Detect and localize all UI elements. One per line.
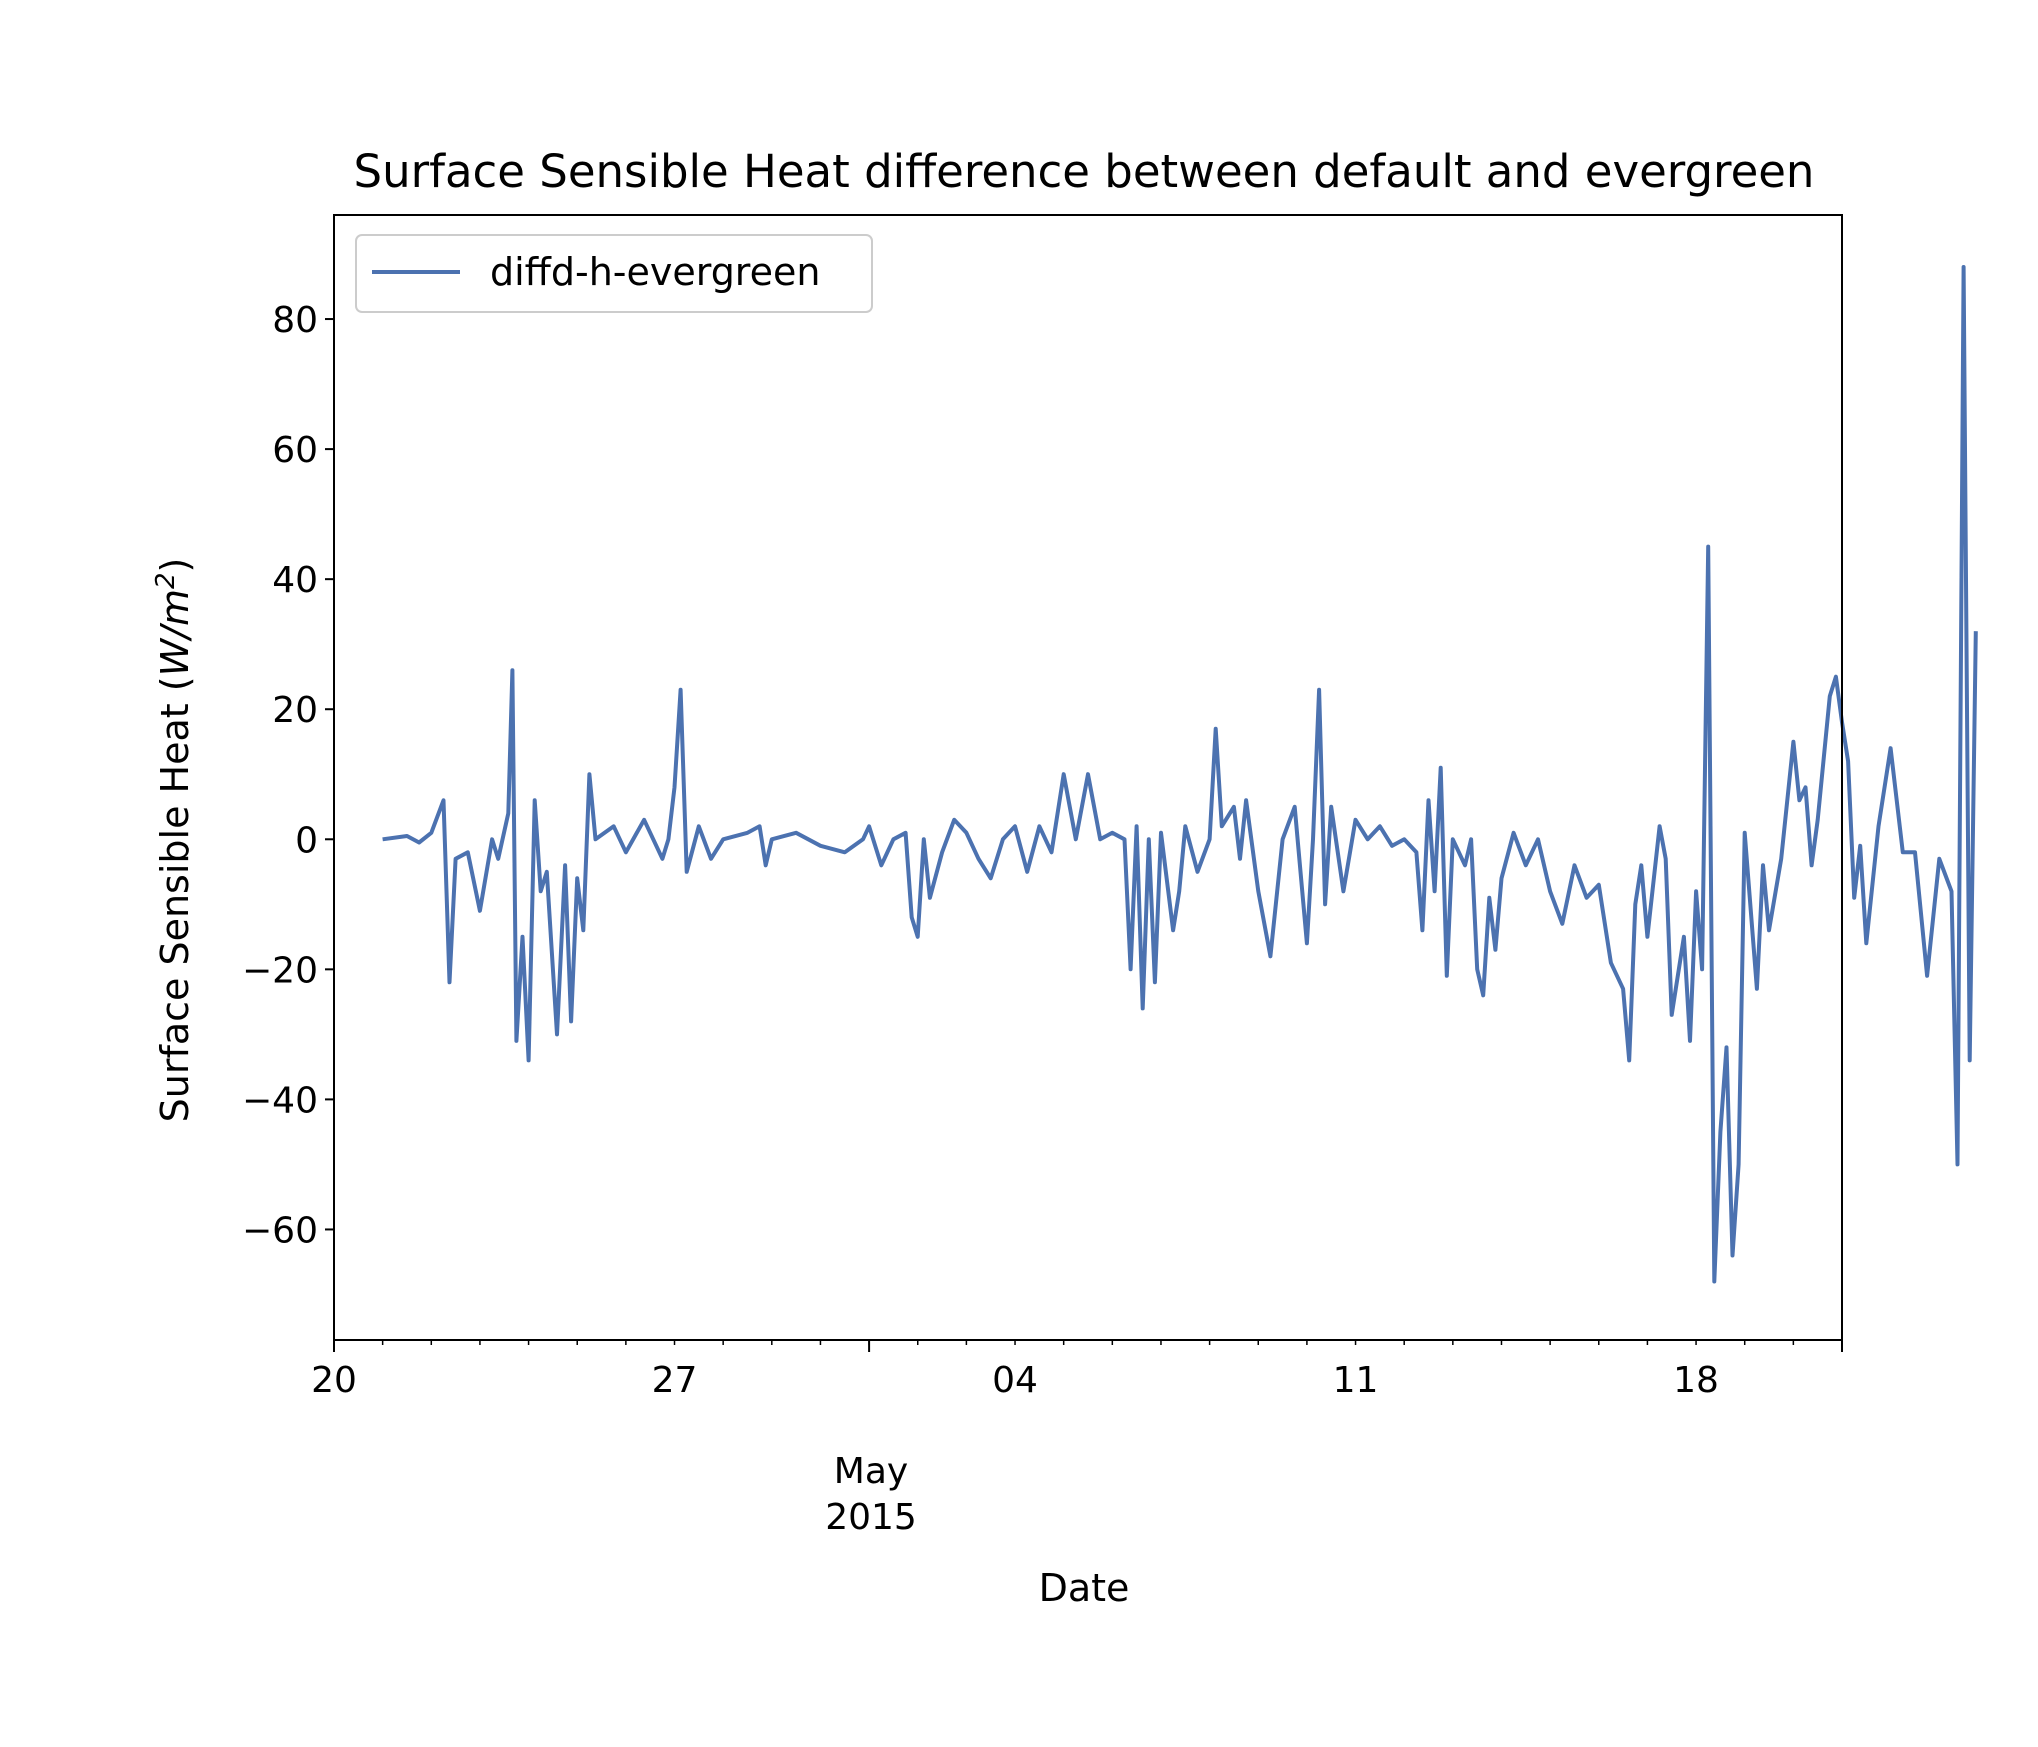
y-tick-label: 40 [272,560,318,601]
legend-label: diffd-h-evergreen [490,250,820,294]
legend-box [355,234,873,313]
x-tick-label: 04 [992,1360,1038,1401]
x-axis: 20 27 04 11 18 [311,1340,1843,1401]
x-year-label: 2015 [825,1497,917,1538]
plot-area [333,214,1978,1341]
x-tick-label: 11 [1333,1360,1379,1401]
chart-title: Surface Sensible Heat difference between… [354,145,1815,198]
y-tick-label: 60 [272,430,318,471]
y-axis-label: Surface Sensible Heat (W/m2) [151,558,197,1123]
y-tick-label: −60 [242,1210,318,1251]
y-axis-label-unit-exponent: 2 [151,572,181,589]
x-tick-label: 27 [652,1360,698,1401]
y-axis: 80 60 40 20 0 −20 −40 −60 [242,300,334,1251]
y-axis-label-text: Surface Sensible Heat [153,703,197,1122]
x-month-label: May [834,1451,908,1492]
y-tick-label: 0 [295,820,318,861]
y-tick-label: −40 [242,1080,318,1121]
y-tick-label: −20 [242,950,318,991]
y-tick-label: 20 [272,690,318,731]
legend: diffd-h-evergreen [355,234,873,313]
series-line-diffd-h-evergreen [382,265,1978,1284]
y-axis-label-unit: W/m [153,589,197,676]
x-tick-label: 18 [1673,1360,1719,1401]
x-axis-label: Date [1039,1566,1130,1610]
y-tick-label: 80 [272,300,318,341]
x-tick-label: 20 [311,1360,357,1401]
plot-frame [333,214,1843,1341]
